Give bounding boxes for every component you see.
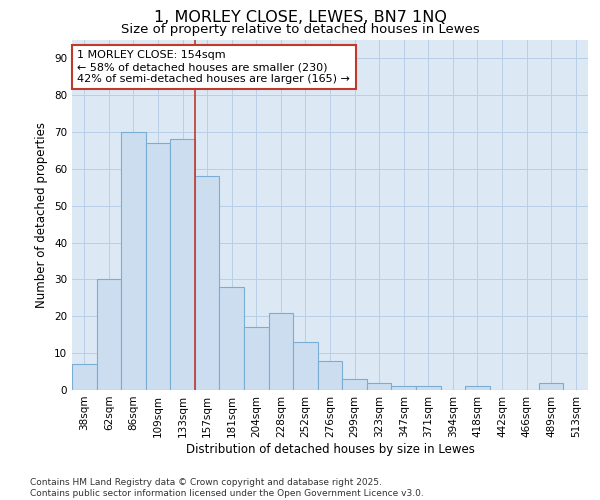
Bar [72, 364, 97, 390]
X-axis label: Distribution of detached houses by size in Lewes: Distribution of detached houses by size … [185, 442, 475, 456]
Bar [244, 328, 269, 390]
Bar [342, 379, 367, 390]
Bar [269, 312, 293, 390]
Text: Size of property relative to detached houses in Lewes: Size of property relative to detached ho… [121, 22, 479, 36]
Bar [416, 386, 440, 390]
Bar [293, 342, 318, 390]
Text: Contains HM Land Registry data © Crown copyright and database right 2025.
Contai: Contains HM Land Registry data © Crown c… [30, 478, 424, 498]
Bar [367, 382, 391, 390]
Y-axis label: Number of detached properties: Number of detached properties [35, 122, 49, 308]
Bar [318, 360, 342, 390]
Bar [121, 132, 146, 390]
Bar [220, 287, 244, 390]
Bar [195, 176, 220, 390]
Bar [170, 140, 195, 390]
Bar [391, 386, 416, 390]
Bar [465, 386, 490, 390]
Text: 1, MORLEY CLOSE, LEWES, BN7 1NQ: 1, MORLEY CLOSE, LEWES, BN7 1NQ [154, 10, 446, 25]
Text: 1 MORLEY CLOSE: 154sqm
← 58% of detached houses are smaller (230)
42% of semi-de: 1 MORLEY CLOSE: 154sqm ← 58% of detached… [77, 50, 350, 84]
Bar [539, 382, 563, 390]
Bar [97, 280, 121, 390]
Bar [146, 143, 170, 390]
